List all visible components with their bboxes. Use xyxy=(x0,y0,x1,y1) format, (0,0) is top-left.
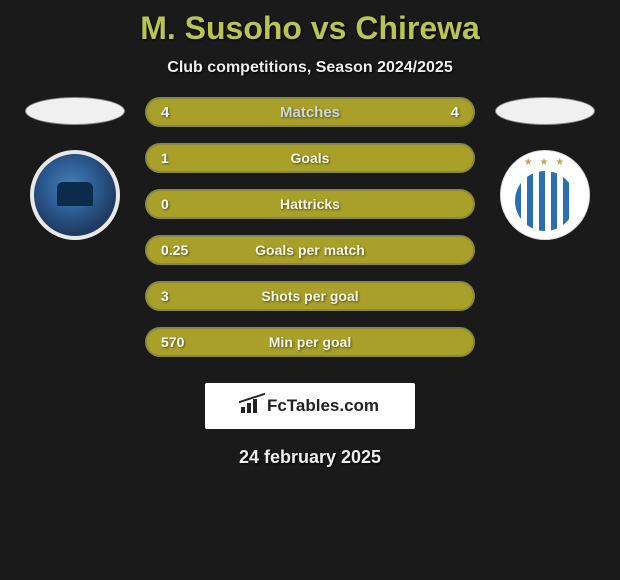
stat-row: 1 Goals xyxy=(145,143,475,173)
stat-value-left: 1 xyxy=(161,150,201,166)
stat-label: Matches xyxy=(280,104,340,121)
right-club-logo: ★ ★ ★ xyxy=(500,150,590,240)
stat-row: 0 Hattricks xyxy=(145,189,475,219)
stat-label: Goals per match xyxy=(255,242,365,258)
stat-value-left: 570 xyxy=(161,334,201,350)
stat-value-left: 3 xyxy=(161,288,201,304)
shield-icon xyxy=(515,171,575,231)
page-title: M. Susoho vs Chirewa xyxy=(0,10,620,47)
player-photo-right-placeholder xyxy=(495,97,595,125)
left-player-col xyxy=(15,97,135,240)
stat-value-left: 0 xyxy=(161,196,201,212)
stat-row: 4 Matches 4 xyxy=(145,97,475,127)
subtitle: Club competitions, Season 2024/2025 xyxy=(0,59,620,77)
stat-value-right: 4 xyxy=(419,104,459,121)
left-club-logo xyxy=(30,150,120,240)
stars-icon: ★ ★ ★ xyxy=(524,157,566,168)
main-row: 4 Matches 4 1 Goals 0 Hattricks 0.25 Goals per m… xyxy=(0,97,620,373)
stat-label: Goals xyxy=(291,150,330,166)
stat-label: Hattricks xyxy=(280,196,340,212)
right-player-col: ★ ★ ★ xyxy=(485,97,605,240)
comparison-card: M. Susoho vs Chirewa Club competitions, … xyxy=(0,0,620,468)
bar-chart-icon xyxy=(241,399,261,413)
stat-label: Shots per goal xyxy=(261,288,358,304)
stats-column: 4 Matches 4 1 Goals 0 Hattricks 0.25 Goals per m… xyxy=(135,97,485,373)
stat-row: 3 Shots per goal xyxy=(145,281,475,311)
stat-row: 570 Min per goal xyxy=(145,327,475,357)
stat-value-left: 0.25 xyxy=(161,242,201,258)
date-label: 24 february 2025 xyxy=(0,447,620,468)
stat-value-left: 4 xyxy=(161,104,201,121)
fctables-label: FcTables.com xyxy=(267,396,379,416)
stat-label: Min per goal xyxy=(269,334,351,350)
fctables-watermark: FcTables.com xyxy=(205,383,415,429)
player-photo-left-placeholder xyxy=(25,97,125,125)
stat-row: 0.25 Goals per match xyxy=(145,235,475,265)
